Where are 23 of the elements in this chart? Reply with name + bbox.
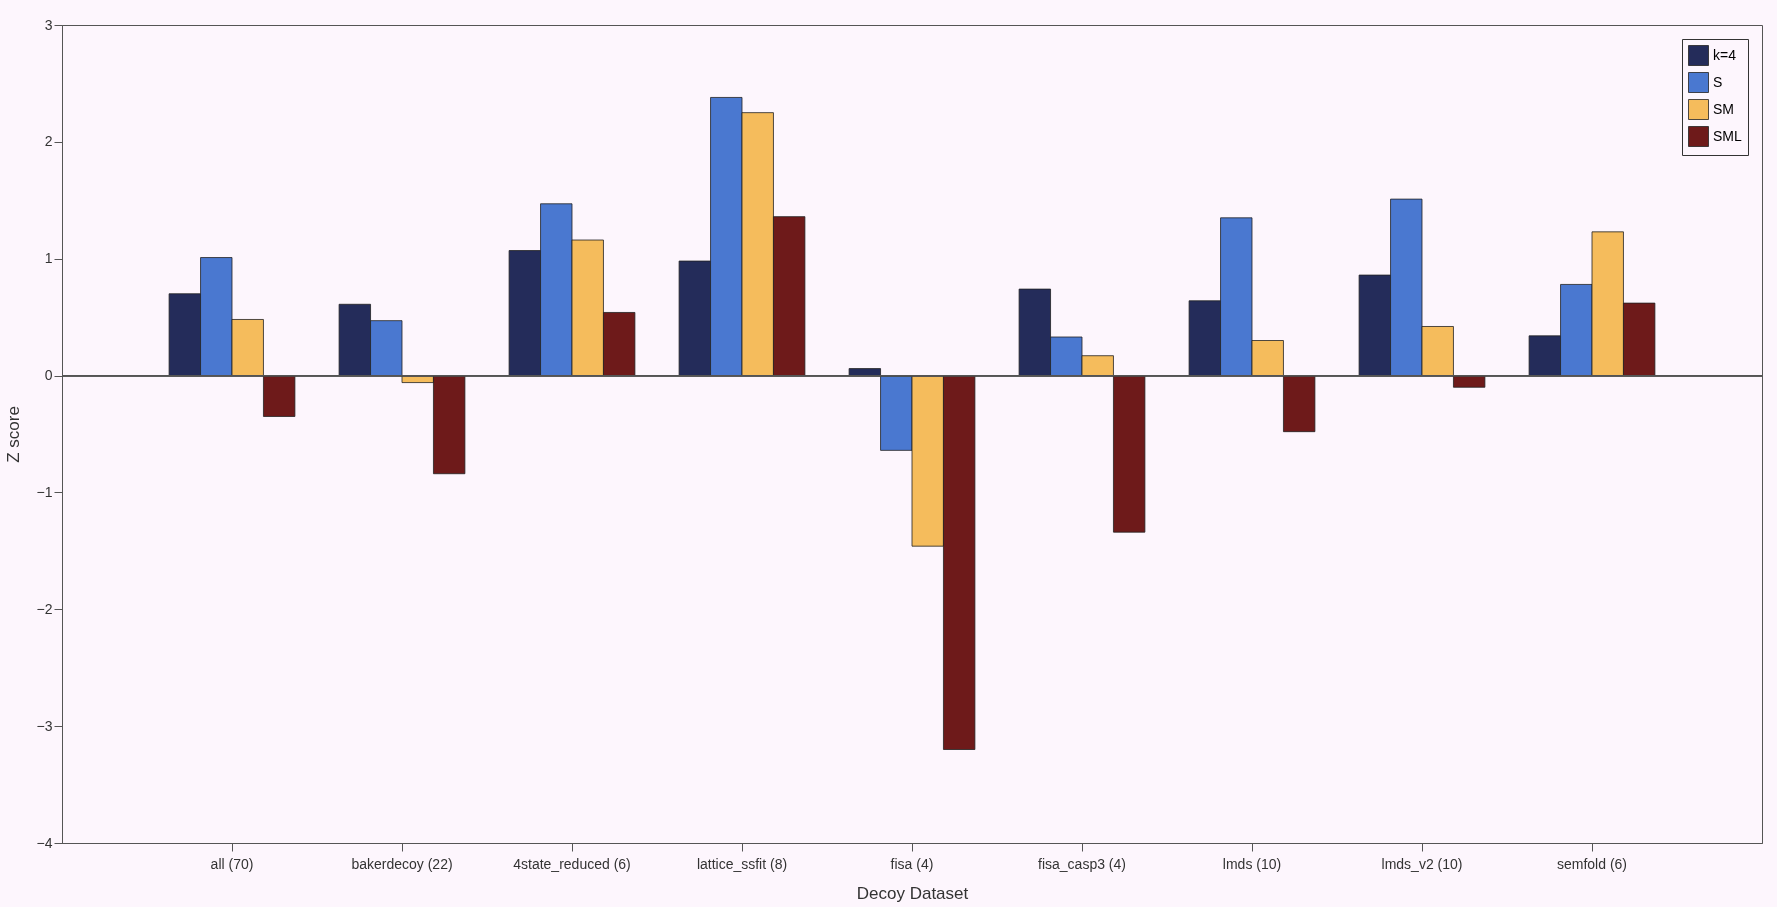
legend-label: k=4	[1713, 46, 1737, 63]
y-tick-label: −3	[36, 717, 53, 734]
x-tick-label: bakerdecoy (22)	[351, 855, 453, 872]
y-tick-label: 0	[44, 367, 53, 384]
x-tick-label: fisa (4)	[890, 855, 934, 872]
y-tick-label: 1	[44, 250, 53, 267]
x-axis-title: Decoy Dataset	[856, 883, 969, 903]
legend-label: S	[1713, 73, 1723, 90]
x-tick-label: lmds (10)	[1222, 855, 1282, 872]
y-tick-label: 2	[44, 133, 53, 150]
y-tick-label: −2	[36, 600, 53, 617]
x-tick-label: lattice_ssfit (8)	[696, 855, 788, 872]
x-tick-label: all (70)	[210, 855, 254, 872]
y-axis-title: Z score	[3, 406, 23, 463]
y-tick-label: −1	[36, 483, 53, 500]
legend-label: SM	[1713, 100, 1734, 117]
x-tick-label: lmds_v2 (10)	[1381, 855, 1463, 872]
x-tick-label: semfold (6)	[1556, 855, 1628, 872]
y-tick-label: −4	[36, 834, 53, 851]
y-tick-label: 3	[44, 16, 53, 33]
x-tick-label: 4state_reduced (6)	[513, 855, 631, 872]
legend-label: SML	[1713, 127, 1742, 144]
x-tick-label: fisa_casp3 (4)	[1038, 855, 1126, 872]
